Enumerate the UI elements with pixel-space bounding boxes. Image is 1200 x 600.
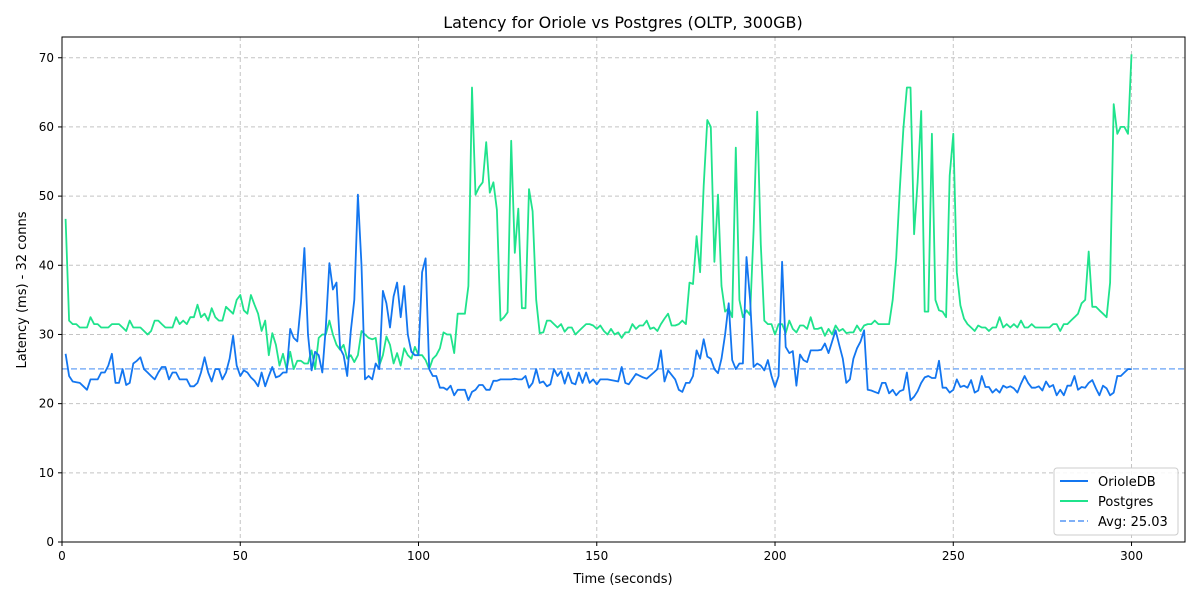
legend-label-orioledb: OrioleDB	[1098, 475, 1156, 490]
x-tick-label: 150	[585, 549, 608, 563]
x-axis-label: Time (seconds)	[572, 572, 672, 587]
x-tick-label: 250	[942, 549, 965, 563]
y-tick-label: 50	[39, 189, 54, 203]
y-tick-label: 70	[39, 51, 54, 65]
y-tick-label: 20	[39, 397, 54, 411]
series-line-orioledb	[64, 193, 1132, 402]
x-tick-label: 300	[1120, 549, 1143, 563]
y-tick-label: 60	[39, 120, 54, 134]
series-line-postgres	[64, 54, 1133, 370]
y-tick-label: 0	[46, 535, 54, 549]
x-tick-label: 0	[58, 549, 66, 563]
x-tick-label: 50	[233, 549, 248, 563]
x-tick-label: 200	[764, 549, 787, 563]
chart-title: Latency for Oriole vs Postgres (OLTP, 30…	[443, 13, 803, 32]
y-tick-label: 30	[39, 327, 54, 341]
axis-ticks: 0 50 100 150 200 250 300 0 10 20 30 40 50 60 70	[39, 51, 1143, 563]
y-tick-label: 10	[39, 466, 54, 480]
legend-label-avg: Avg: 25.03	[1098, 515, 1168, 530]
legend-label-postgres: Postgres	[1098, 495, 1154, 510]
plot-frame	[61, 36, 1186, 543]
series-layer	[64, 54, 1133, 402]
legend: OrioleDB Postgres Avg: 25.03	[1053, 467, 1179, 536]
x-tick-label: 100	[407, 549, 430, 563]
y-tick-label: 40	[39, 258, 54, 272]
grid	[61, 37, 1185, 543]
y-axis-label: Latency (ms) - 32 conns	[15, 211, 30, 368]
